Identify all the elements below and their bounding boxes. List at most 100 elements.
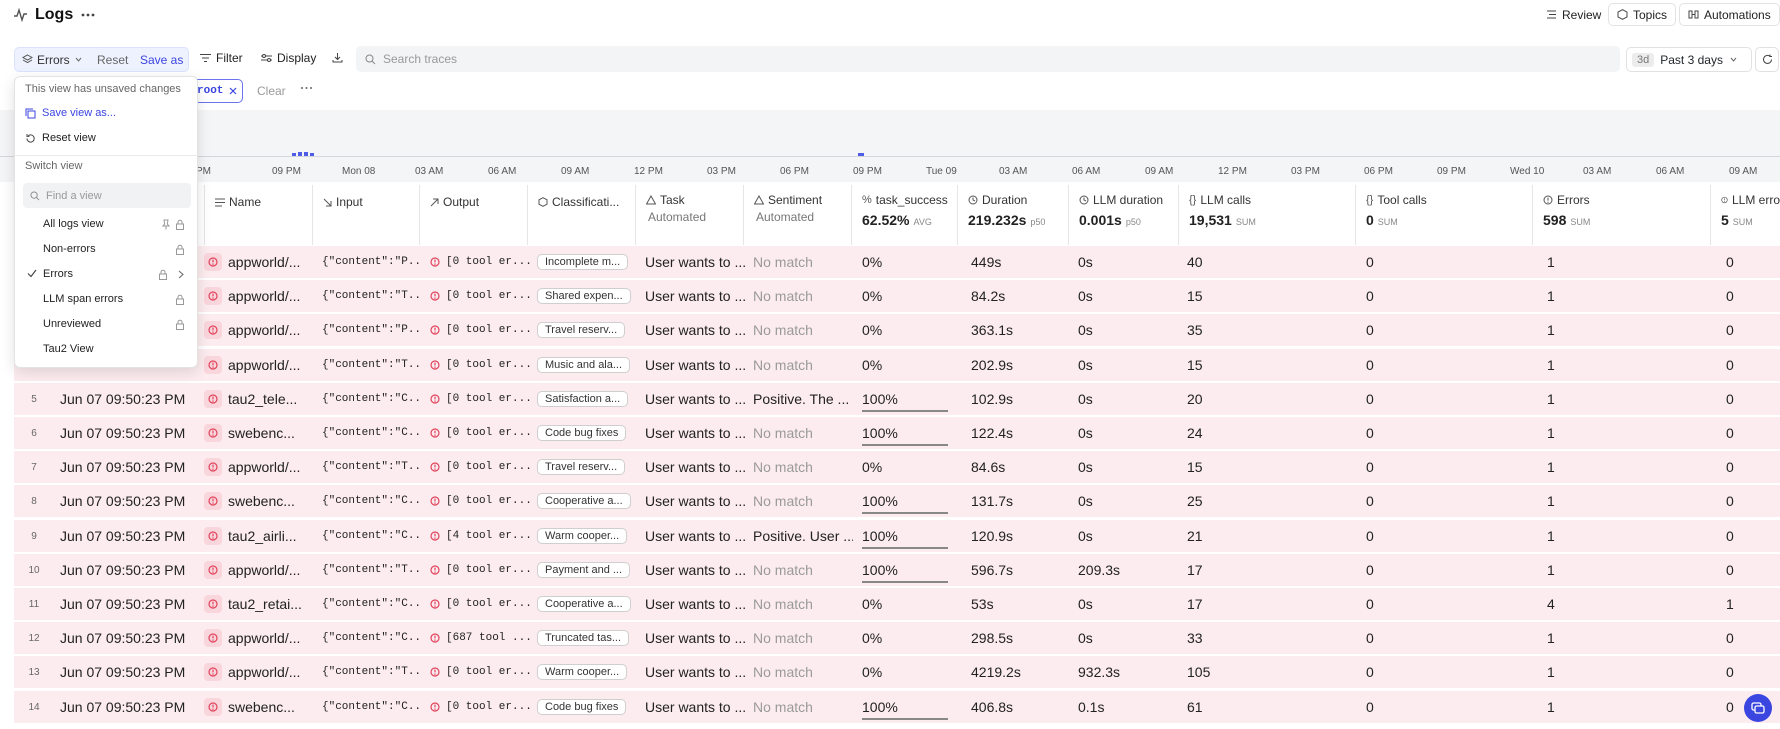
trace-name[interactable]: swebenc... [228, 493, 295, 509]
trace-name[interactable]: appworld/... [228, 288, 301, 304]
refresh-button[interactable] [1755, 47, 1779, 72]
column-header-llm-errors[interactable]: LLM erro 5 SUM [1710, 185, 1780, 245]
view-item-non-errors[interactable]: Non-errors [43, 243, 96, 255]
review-button[interactable]: Review [1537, 3, 1611, 26]
column-header-llm-calls[interactable]: {} LLM calls 19,531 SUM [1178, 185, 1355, 245]
name-cell[interactable]: appworld/... [204, 280, 310, 312]
name-cell[interactable]: appworld/... [204, 314, 310, 346]
name-cell[interactable]: appworld/... [204, 451, 310, 483]
name-cell[interactable]: swebenc... [204, 485, 310, 517]
trace-name[interactable]: appworld/... [228, 322, 301, 338]
name-cell[interactable]: appworld/... [204, 349, 310, 381]
more-options-icon[interactable] [300, 84, 313, 92]
table-row[interactable]: 9 Jun 07 09:50:23 PM tau2_airli... {"conten… [14, 520, 1780, 552]
column-header-input[interactable]: Input [312, 185, 419, 245]
column-header-task-success[interactable]: % task_success 62.52% AVG [851, 185, 957, 245]
trace-name[interactable]: appworld/... [228, 357, 301, 373]
chevron-right-icon[interactable] [177, 270, 185, 279]
column-header-task[interactable]: Task Automated [635, 185, 743, 245]
clear-filters-button[interactable]: Clear [257, 84, 286, 98]
name-cell[interactable]: appworld/... [204, 622, 310, 654]
search-input[interactable]: Search traces [383, 52, 458, 66]
classification-tag[interactable]: Shared expen... [537, 288, 631, 304]
reset-view-button[interactable]: Reset [97, 53, 129, 67]
trace-name[interactable]: tau2_airli... [228, 528, 297, 544]
trace-name[interactable]: swebenc... [228, 699, 295, 715]
save-view-as-item[interactable]: Save view as... [25, 107, 116, 119]
name-cell[interactable]: appworld/... [204, 246, 310, 278]
classification-tag[interactable]: Incomplete m... [537, 254, 629, 270]
trace-name[interactable]: appworld/... [228, 254, 301, 270]
classification-tag[interactable]: Truncated tas... [537, 630, 630, 646]
filter-button[interactable]: Filter [200, 51, 243, 65]
classification-tag[interactable]: Cooperative a... [537, 596, 631, 612]
view-item-tau2[interactable]: Tau2 View [43, 343, 94, 355]
automations-button[interactable]: Automations [1679, 3, 1780, 26]
classification-tag[interactable]: Satisfaction a... [537, 391, 629, 407]
name-cell[interactable]: swebenc... [204, 417, 310, 449]
reset-view-item[interactable]: Reset view [25, 132, 96, 144]
classification-tag[interactable]: Travel reserv... [537, 322, 626, 338]
view-item-errors[interactable]: Errors [43, 268, 73, 280]
column-header-classification[interactable]: Classificati... [527, 185, 635, 245]
trace-name[interactable]: appworld/... [228, 459, 301, 475]
name-cell[interactable]: tau2_retai... [204, 588, 310, 620]
save-as-button[interactable]: Save as [140, 53, 184, 67]
classification-tag[interactable]: Cooperative a... [537, 493, 631, 509]
search-traces[interactable]: Search traces [356, 46, 1620, 72]
table-row[interactable]: appworld/... {"content":"T... [0 tool er..… [14, 349, 1780, 381]
column-header-name[interactable]: Name [204, 185, 312, 245]
table-row[interactable]: appworld/... {"content":"P... [0 tool er..… [14, 246, 1780, 278]
column-header-output[interactable]: Output [419, 185, 527, 245]
name-cell[interactable]: appworld/... [204, 656, 310, 688]
column-header-errors[interactable]: Errors 598 SUM [1532, 185, 1710, 245]
find-view-input[interactable]: Find a view [23, 183, 191, 208]
column-header-tool-calls[interactable]: {} Tool calls 0 SUM [1355, 185, 1532, 245]
trace-name[interactable]: tau2_retai... [228, 596, 302, 612]
view-item-unreviewed[interactable]: Unreviewed [43, 318, 102, 330]
table-row[interactable]: appworld/... {"content":"P... [0 tool er..… [14, 314, 1780, 346]
name-cell[interactable]: tau2_airli... [204, 520, 310, 552]
name-cell[interactable]: tau2_tele... [204, 383, 310, 415]
table-row[interactable]: 7 Jun 07 09:50:23 PM appworld/... {"content… [14, 451, 1780, 483]
column-header-sentiment[interactable]: Sentiment Automated [743, 185, 851, 245]
table-row[interactable]: 10 Jun 07 09:50:23 PM appworld/... {"conten… [14, 554, 1780, 586]
table-row[interactable]: 13 Jun 07 09:50:23 PM appworld/... {"conten… [14, 656, 1780, 688]
classification-tag[interactable]: Code bug fixes [537, 425, 627, 441]
time-range-selector[interactable]: 3d Past 3 days [1626, 47, 1752, 72]
trace-name[interactable]: appworld/... [228, 630, 301, 646]
classification-tag[interactable]: Warm cooper... [537, 664, 628, 680]
column-header-duration[interactable]: Duration 219.232s p50 [957, 185, 1068, 245]
trace-name[interactable]: tau2_tele... [228, 391, 298, 407]
chat-help-button[interactable] [1744, 694, 1772, 722]
table-row[interactable]: appworld/... {"content":"T... [0 tool er..… [14, 280, 1780, 312]
classification-tag[interactable]: Payment and ... [537, 562, 631, 578]
view-item-llm-span-errors[interactable]: LLM span errors [43, 293, 124, 305]
classification-tag[interactable]: Music and ala... [537, 357, 631, 373]
table-row[interactable]: 6 Jun 07 09:50:23 PM swebenc... {"content":… [14, 417, 1780, 449]
trace-name[interactable]: appworld/... [228, 562, 301, 578]
close-icon[interactable] [229, 87, 237, 95]
classification-tag[interactable]: Code bug fixes [537, 699, 627, 715]
name-cell[interactable]: swebenc... [204, 691, 310, 723]
classification-tag[interactable]: Travel reserv... [537, 459, 626, 475]
trace-name[interactable]: swebenc... [228, 425, 295, 441]
view-item-all-logs[interactable]: All logs view [43, 218, 104, 230]
saved-view-selector[interactable]: Errors Reset Save as [14, 47, 189, 72]
table-row[interactable]: 12 Jun 07 09:50:23 PM appworld/... {"conten… [14, 622, 1780, 654]
timeline-histogram[interactable] [0, 110, 1780, 182]
table-row[interactable]: 14 Jun 07 09:50:23 PM swebenc... {"content"… [14, 691, 1780, 723]
column-header-llm-duration[interactable]: LLM duration 0.001s p50 [1068, 185, 1178, 245]
topics-button[interactable]: Topics [1608, 3, 1677, 26]
download-button[interactable] [332, 52, 343, 63]
trace-name[interactable]: appworld/... [228, 664, 301, 680]
table-row[interactable]: 11 Jun 07 09:50:23 PM tau2_retai... {"conte… [14, 588, 1780, 620]
display-button[interactable]: Display [261, 51, 316, 65]
view-dropdown-trigger[interactable]: Errors [15, 53, 83, 67]
more-options-icon[interactable] [80, 7, 96, 23]
table-row[interactable]: 8 Jun 07 09:50:23 PM swebenc... {"content":… [14, 485, 1780, 517]
table-row[interactable]: 5 Jun 07 09:50:23 PM tau2_tele... {"content… [14, 383, 1780, 415]
classification-tag[interactable]: Warm cooper... [537, 528, 628, 544]
name-cell[interactable]: appworld/... [204, 554, 310, 586]
pin-icon[interactable] [161, 219, 171, 230]
